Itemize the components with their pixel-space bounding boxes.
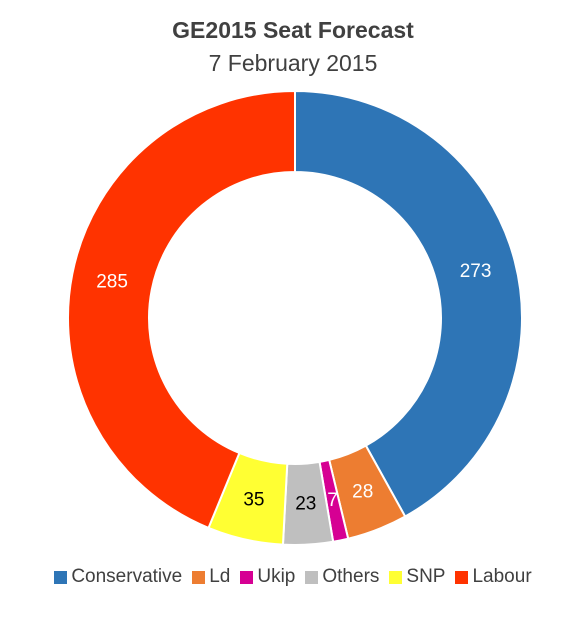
legend-label: SNP: [406, 566, 446, 587]
legend-label: Ukip: [257, 566, 296, 587]
legend-swatch: [455, 570, 469, 584]
slice-labour: [67, 89, 296, 530]
legend-item-snp: SNP: [389, 566, 445, 588]
legend-swatch: [192, 570, 206, 584]
slice-conservative: [294, 89, 523, 518]
legend-label: Labour: [472, 566, 532, 587]
legend-label: Others: [322, 566, 380, 587]
legend-item-ld: Ld: [192, 566, 230, 588]
data-label-others: 23: [295, 494, 316, 515]
chart-subtitle: 7 February 2015: [208, 50, 378, 76]
data-label-ld: 28: [352, 481, 373, 502]
legend-label: Conservative: [71, 566, 183, 587]
legend-label: Ld: [209, 566, 231, 587]
legend-item-ukip: Ukip: [240, 566, 295, 588]
data-label-ukip: 7: [327, 490, 338, 511]
chart-title: GE2015 Seat Forecast: [172, 17, 414, 43]
legend-item-others: Others: [305, 566, 379, 588]
data-label-conservative: 273: [460, 261, 492, 282]
chart-legend: Conservative Ld Ukip Others SNP Labour: [0, 566, 586, 588]
legend-swatch: [305, 570, 319, 584]
legend-swatch: [54, 570, 68, 584]
data-label-labour: 285: [96, 271, 128, 292]
legend-swatch: [240, 570, 254, 584]
legend-item-conservative: Conservative: [54, 566, 182, 588]
legend-item-labour: Labour: [455, 566, 532, 588]
data-label-snp: 35: [243, 489, 264, 510]
legend-swatch: [389, 570, 403, 584]
